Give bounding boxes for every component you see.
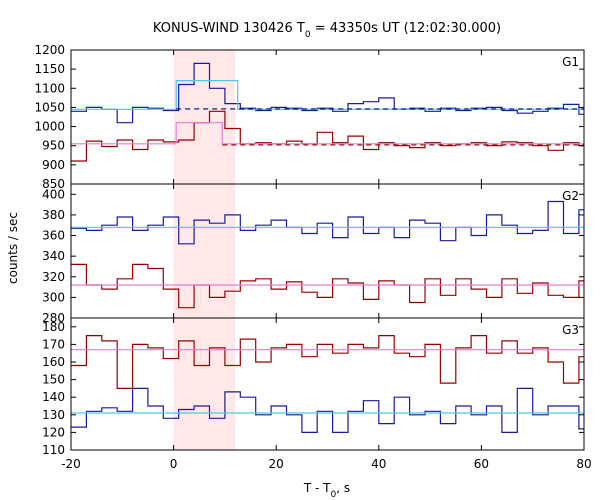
x-tick-label: 40 [371, 457, 386, 471]
y-axis-label: counts / sec [6, 212, 20, 284]
panel-G1-ytick-label: 950 [42, 139, 65, 153]
panel-G1-series-pink_fit [71, 122, 584, 145]
panel-G2-ytick-label: 280 [42, 311, 65, 325]
panel-G3-label: G3 [562, 323, 579, 337]
x-tick-label: 80 [576, 457, 591, 471]
panel-G2-series-red [71, 263, 584, 309]
panel-G1-label: G1 [562, 55, 579, 69]
panel-G1-ytick-label: 1000 [34, 120, 65, 134]
panel-G3-ytick-label: 130 [42, 408, 65, 422]
panel-G2-ytick-label: 340 [42, 249, 65, 263]
panel-G3-ytick-label: 110 [42, 443, 65, 457]
panel-G3-ytick-label: 120 [42, 425, 65, 439]
panel-G1-series-red [71, 110, 584, 162]
x-tick-label: 0 [170, 457, 178, 471]
panel-G1-frame [70, 49, 585, 185]
panel-G2-ytick-label: 400 [42, 187, 65, 201]
panel-G1-ytick-label: 900 [42, 158, 65, 172]
panel-G1-ytick-label: 1100 [34, 81, 65, 95]
panel-G2-ytick-label: 300 [42, 290, 65, 304]
x-axis-label: T - T0, s [303, 481, 350, 500]
panel-G1-series-blue [71, 62, 584, 124]
chart-title: KONUS-WIND 130426 T0 = 43350s UT (12:02:… [153, 21, 501, 40]
panel-G2-ytick-label: 320 [42, 270, 65, 284]
panel-G3-ytick-label: 170 [42, 337, 65, 351]
panel-G2-ytick-label: 380 [42, 208, 65, 222]
panel-G3-frame [70, 317, 585, 451]
panel-G2-ytick-label: 360 [42, 229, 65, 243]
x-tick-label: 20 [269, 457, 284, 471]
panel-G3-series-red [71, 335, 584, 389]
panel-G2-series-blue [71, 200, 584, 245]
panel-G3-series-blue [71, 387, 584, 433]
panel-G1-ytick-label: 1200 [34, 43, 65, 57]
shaded-interval [173, 50, 236, 450]
panel-G3-ytick-label: 150 [42, 373, 65, 387]
plot-area: 85090095010001050110011501200G1280300320… [34, 43, 591, 471]
x-tick-label: -20 [61, 457, 81, 471]
panel-G1-ytick-label: 1050 [34, 100, 65, 114]
x-tick-label: 60 [474, 457, 489, 471]
panel-G1-ytick-label: 850 [42, 177, 65, 191]
panel-G3-ytick-label: 180 [42, 320, 65, 334]
panel-G1-series-cyan_fit [71, 80, 584, 110]
panel-G3-ytick-label: 140 [42, 390, 65, 404]
panel-G2-label: G2 [562, 189, 579, 203]
panel-G3-ytick-label: 160 [42, 355, 65, 369]
panel-G1-ytick-label: 1150 [34, 62, 65, 76]
